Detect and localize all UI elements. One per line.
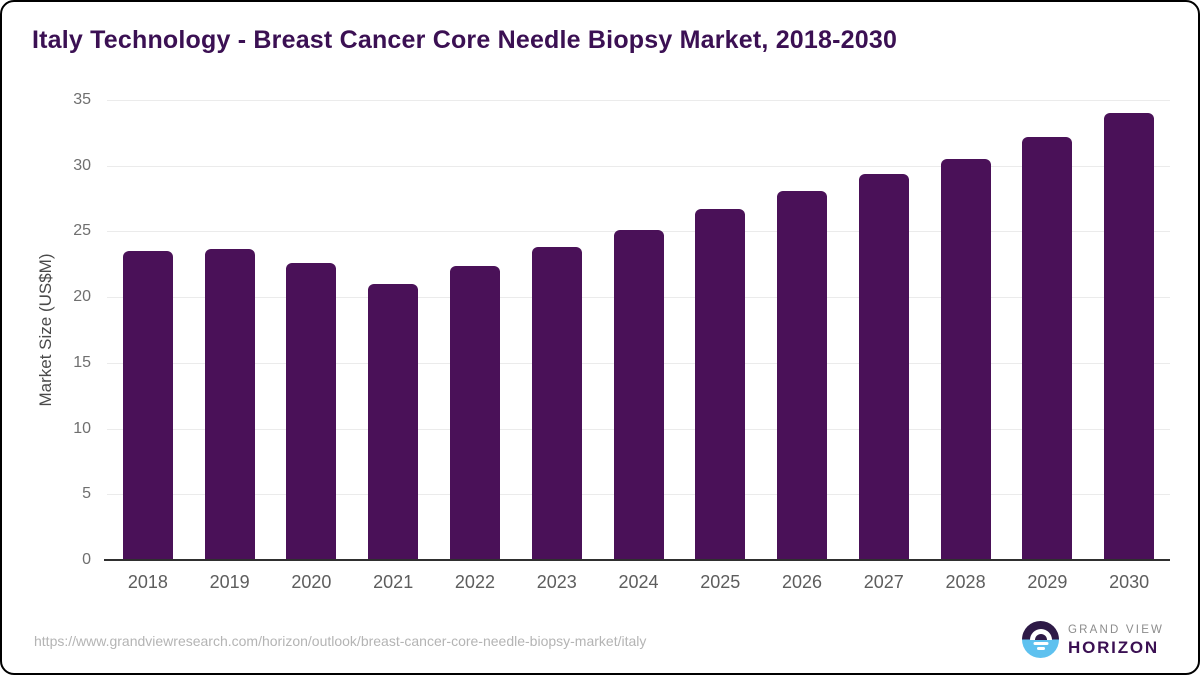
y-tick-label-25: 25 bbox=[73, 222, 91, 240]
x-tick-label-2021: 2021 bbox=[373, 572, 414, 592]
y-tick-label-15: 15 bbox=[73, 353, 91, 371]
bar-2021 bbox=[368, 284, 419, 560]
x-tick-label-2020: 2020 bbox=[291, 572, 332, 592]
logo-reflection-line-1 bbox=[1033, 642, 1048, 645]
bar-2024 bbox=[613, 230, 664, 560]
y-tick-label-10: 10 bbox=[73, 419, 91, 437]
y-tick-label-0: 0 bbox=[82, 551, 91, 568]
grand-view-horizon-logo: GRAND VIEW HORIZON bbox=[1068, 624, 1164, 658]
x-tick-label-2019: 2019 bbox=[209, 572, 250, 592]
y-tick-label-30: 30 bbox=[73, 156, 91, 174]
bar-2020 bbox=[286, 262, 337, 560]
logo-text-grand-view: GRAND VIEW bbox=[1068, 624, 1165, 636]
x-tick-label-2027: 2027 bbox=[863, 572, 904, 592]
y-tick-label-5: 5 bbox=[82, 485, 91, 503]
x-tick-label-2029: 2029 bbox=[1027, 572, 1068, 592]
bar-2022 bbox=[449, 265, 500, 560]
gridline-30 bbox=[107, 165, 1170, 167]
bar-2030 bbox=[1104, 113, 1155, 560]
logo-sun-arc-inner bbox=[1034, 633, 1047, 640]
x-tick-label-2022: 2022 bbox=[454, 572, 495, 592]
x-tick-label-2026: 2026 bbox=[782, 572, 823, 592]
bar-2027 bbox=[858, 173, 909, 560]
gridline-35 bbox=[107, 100, 1170, 101]
logo-reflection-line-2 bbox=[1036, 647, 1045, 650]
bar-2023 bbox=[531, 247, 582, 560]
source-url: https://www.grandviewresearch.com/horizo… bbox=[34, 633, 647, 649]
bar-2025 bbox=[695, 209, 746, 560]
bar-2028 bbox=[940, 159, 991, 560]
x-axis-line bbox=[104, 559, 1170, 561]
bar-2026 bbox=[777, 190, 828, 560]
y-tick-label-20: 20 bbox=[73, 288, 91, 306]
bar-2029 bbox=[1022, 136, 1073, 560]
x-tick-label-2030: 2030 bbox=[1109, 572, 1150, 592]
y-tick-label-35: 35 bbox=[73, 91, 91, 108]
logo-text-horizon: HORIZON bbox=[1068, 638, 1159, 657]
x-tick-label-2028: 2028 bbox=[945, 572, 986, 592]
x-tick-label-2018: 2018 bbox=[127, 572, 168, 592]
bar-2019 bbox=[204, 248, 255, 560]
horizon-logo-icon bbox=[1022, 621, 1059, 658]
bar-2018 bbox=[122, 251, 173, 560]
x-tick-label-2025: 2025 bbox=[700, 572, 741, 592]
x-tick-label-2023: 2023 bbox=[536, 572, 577, 592]
x-tick-label-2024: 2024 bbox=[618, 572, 659, 592]
chart-title: Italy Technology - Breast Cancer Core Ne… bbox=[32, 26, 898, 54]
